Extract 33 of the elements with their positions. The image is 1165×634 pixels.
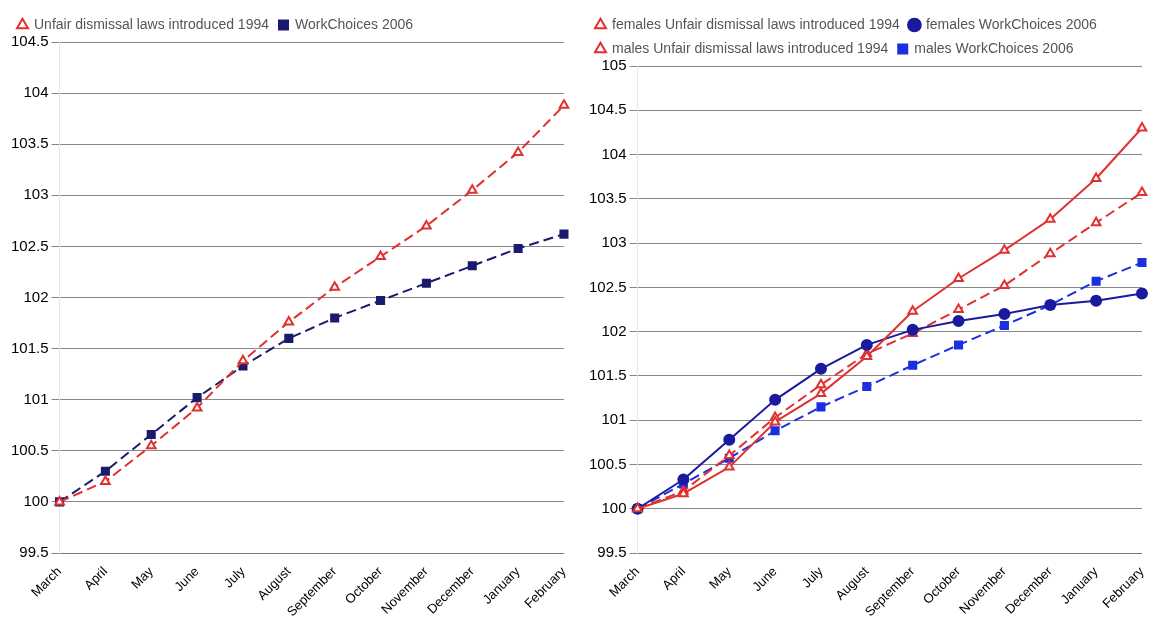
y-tick-label: 101	[601, 410, 627, 428]
x-tick-label: May	[705, 563, 735, 592]
y-tick-label: 102	[23, 287, 49, 305]
y-tick-label: 100.5	[588, 454, 627, 472]
legend-label: males WorkChoices 2006	[914, 39, 1074, 56]
y-tick-label: 103.5	[588, 188, 627, 206]
y-tick-label: 100.5	[10, 440, 49, 458]
y-tick-label: 105	[601, 56, 627, 74]
legend-label: females Unfair dismissal laws introduced 1994	[612, 15, 901, 32]
y-tick-label: 99.5	[597, 543, 627, 561]
y-tick-label: 101	[23, 389, 49, 407]
y-tick-label: 103	[23, 185, 49, 203]
x-tick-label: May	[127, 563, 157, 592]
legend-label: females WorkChoices 2006	[925, 15, 1098, 32]
y-tick-label: 102.5	[10, 236, 49, 254]
y-tick-label: 102	[601, 321, 627, 339]
x-tick-label: July	[220, 563, 248, 591]
y-tick-label: 100	[601, 498, 627, 516]
y-tick-label: 104	[23, 83, 49, 101]
legend-label: WorkChoices 2006	[295, 15, 414, 32]
legend-label: males Unfair dismissal laws introduced 1994	[612, 39, 889, 56]
y-tick-label: 104.5	[588, 100, 627, 118]
y-tick-label: 104.5	[10, 32, 49, 50]
x-tick-label: July	[798, 563, 826, 591]
y-tick-label: 101.5	[588, 366, 627, 384]
y-tick-label: 104	[601, 144, 627, 162]
y-tick-label: 103	[601, 233, 627, 251]
y-tick-label: 103.5	[10, 134, 49, 152]
y-tick-label: 100	[23, 492, 49, 510]
y-tick-label: 99.5	[19, 543, 49, 561]
y-tick-label: 101.5	[10, 338, 49, 356]
y-tick-label: 102.5	[588, 277, 627, 295]
legend-label: Unfair dismissal laws introduced 1994	[34, 15, 270, 32]
